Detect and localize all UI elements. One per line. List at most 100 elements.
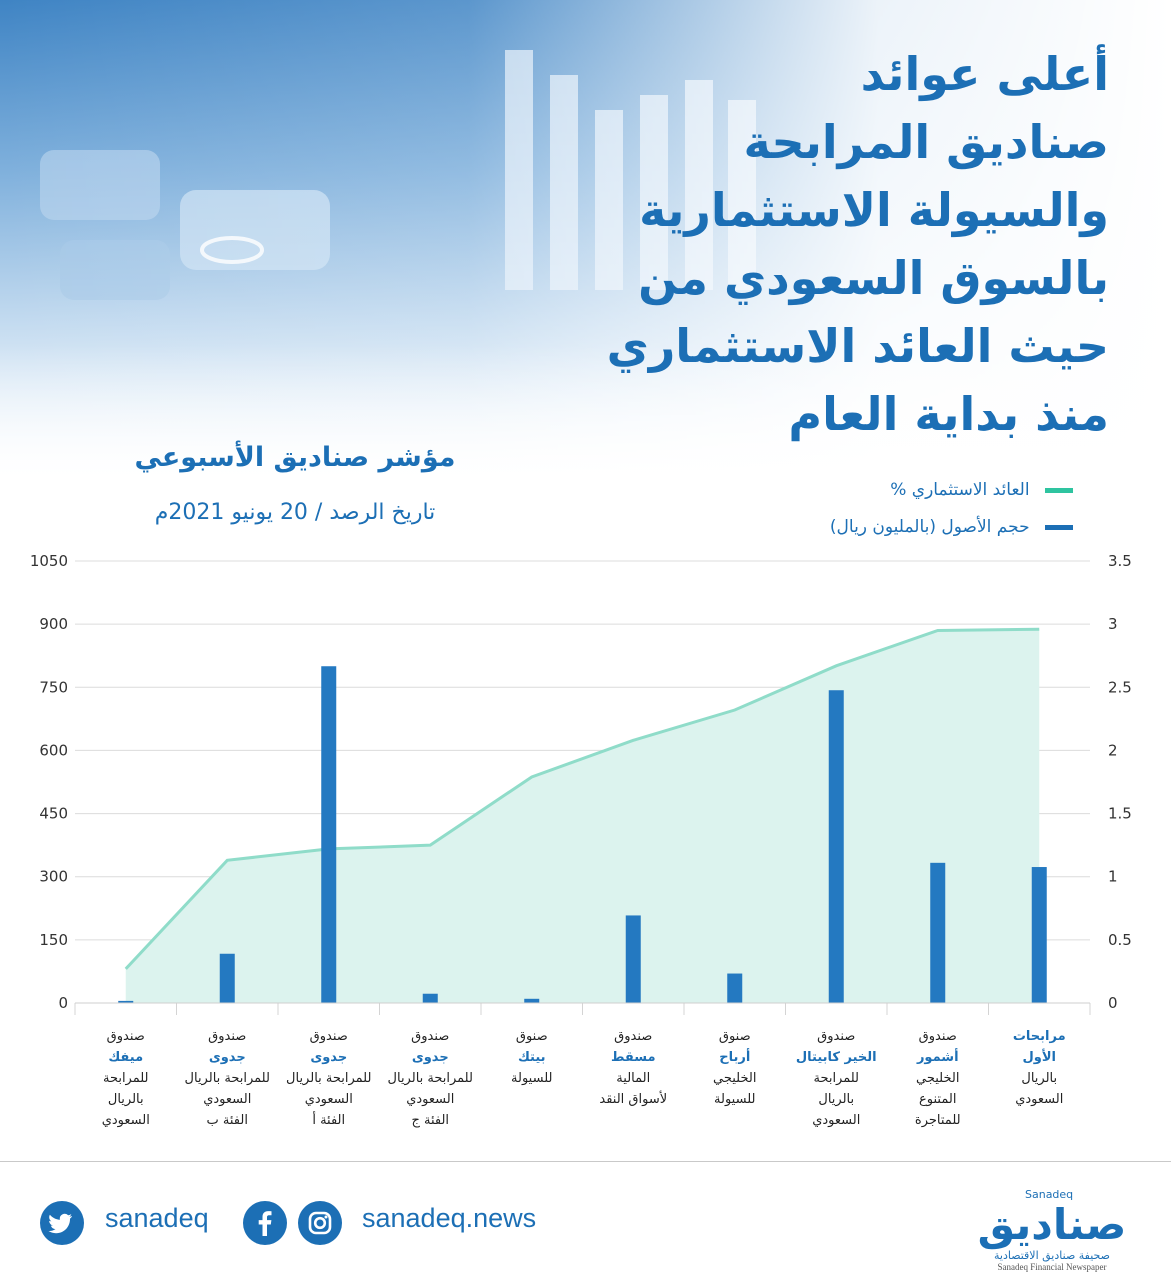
report-date: تاريخ الرصد / 20 يونيو 2021م (154, 500, 436, 525)
logo-en: Sanadeq Financial Newspaper (997, 1262, 1107, 1272)
category-label-line: الخليجي (713, 1071, 756, 1086)
left-tick-label: 150 (39, 931, 68, 949)
twitter-handle[interactable]: sanadeq (105, 1203, 209, 1233)
category-label: صندوق الخير كابيتال للمرابحة بالريال السعودي (796, 1029, 877, 1128)
instagram-icon[interactable] (298, 1201, 342, 1245)
title-line: أعلى عوائد (860, 47, 1109, 101)
category-label-line: المالية (616, 1071, 650, 1086)
category-label-line: صنوق (516, 1029, 548, 1044)
asset-bar (524, 998, 540, 1003)
category-label-line: للمتاجرة (915, 1113, 961, 1128)
category-label-line: الأول (1023, 1048, 1057, 1065)
category-label-line: الفئة ج (411, 1113, 449, 1128)
logo-sub: صحيفة صناديق الاقتصادية (993, 1249, 1110, 1262)
category-label-line: مسقط (611, 1050, 656, 1065)
asset-bar (1031, 867, 1047, 1003)
category-label: صنوق أرباح الخليجي للسيولة (713, 1029, 756, 1107)
title-line: بالسوق السعودي من (638, 251, 1109, 305)
left-tick-label: 300 (39, 868, 68, 886)
category-label-line: بيتك (518, 1050, 546, 1065)
category-label-line: صندوق (208, 1029, 246, 1044)
facebook-icon[interactable] (243, 1201, 287, 1245)
legend-assets: حجم الأصول (بالمليون ريال) (713, 517, 1073, 537)
left-tick-label: 1050 (30, 552, 68, 570)
left-tick-label: 900 (39, 615, 68, 633)
asset-bar (930, 862, 946, 1003)
title-line: صناديق المرابحة (743, 115, 1109, 169)
left-tick-label: 0 (58, 994, 68, 1012)
category-label-line: للسيولة (714, 1092, 755, 1107)
category-label-line: جدوى (412, 1050, 449, 1065)
category-label-line: أشمور (916, 1048, 959, 1065)
asset-bar (321, 666, 337, 1003)
category-label: صندوق ميفك للمرابحة بالريال السعودي (102, 1029, 150, 1128)
category-label-line: بالريال (818, 1092, 854, 1107)
twitter-icon[interactable] (40, 1201, 84, 1245)
right-tick-label: 1 (1108, 868, 1118, 886)
category-label-line: للمرابحة (103, 1071, 149, 1086)
logo-tag: Sanadeq (1025, 1188, 1074, 1201)
right-tick-label: 0.5 (1108, 931, 1132, 949)
category-label-line: صندوق (817, 1029, 855, 1044)
right-tick-label: 3.5 (1108, 552, 1132, 570)
category-label-line: السعودي (1015, 1092, 1063, 1107)
category-label-line: السعودي (203, 1092, 251, 1107)
legend-return: العائد الاستثماري % (713, 480, 1073, 500)
return-line (124, 627, 1040, 970)
category-label-line: صندوق (919, 1029, 957, 1044)
right-tick-label: 1.5 (1108, 805, 1132, 823)
category-label-line: أرباح (719, 1048, 750, 1065)
right-tick-label: 3 (1108, 615, 1118, 633)
category-label: صندوق مسقط المالية لأسواق النقد (599, 1029, 667, 1107)
hero-background (0, 0, 1171, 485)
return-area (125, 629, 1040, 1003)
website-link[interactable]: sanadeq.news (362, 1203, 537, 1233)
category-label-line: السعودي (812, 1113, 860, 1128)
right-tick-label: 0 (1108, 994, 1118, 1012)
title-line: والسيولة الاستثمارية (639, 183, 1109, 237)
category-label-line: للسيولة (511, 1071, 552, 1086)
category-label: صندوق جدوى للمرابحة بالريال السعودي الفئة ب (185, 1029, 270, 1128)
legend-return-label: العائد الاستثماري % (890, 480, 1030, 500)
category-label-line: بالريال (108, 1092, 144, 1107)
sanadeq-logo: Sanadeq صناديق صحيفة صناديق الاقتصادية S… (977, 1188, 1127, 1272)
category-label-line: صندوق (107, 1029, 145, 1044)
category-label-line: السعودي (406, 1092, 454, 1107)
category-label-line: الخير كابيتال (796, 1050, 877, 1065)
right-tick-label: 2.5 (1108, 678, 1132, 696)
category-label-line: للمرابحة بالريال (388, 1071, 473, 1086)
logo-main: صناديق (977, 1200, 1127, 1249)
category-label-line: صندوق (411, 1029, 449, 1044)
legend-assets-label: حجم الأصول (بالمليون ريال) (829, 517, 1030, 537)
category-label-line: للمرابحة بالريال (185, 1071, 270, 1086)
category-label-line: جدوى (310, 1050, 347, 1065)
legend-assets-swatch (1045, 524, 1073, 530)
category-label-line: الفئة أ (312, 1111, 345, 1128)
category-label-line: ميفك (108, 1050, 143, 1065)
asset-bar (219, 953, 235, 1003)
category-label: مرابحات الأول بالريال السعودي (1013, 1029, 1066, 1107)
right-tick-label: 2 (1108, 741, 1118, 759)
funds-chart: 0 150 300 450 600 750 900 1050 0 0.5 1 1.5 2 2.5 3 3.5 ص… (30, 552, 1132, 1128)
asset-bar (118, 1000, 134, 1003)
category-label-line: صنوق (719, 1029, 751, 1044)
category-label-line: السعودي (305, 1092, 353, 1107)
category-label-line: جدوى (209, 1050, 246, 1065)
category-label-line: الفئة ب (207, 1113, 248, 1128)
left-tick-label: 600 (39, 741, 68, 759)
title-line: منذ بداية العام (788, 387, 1109, 441)
category-label-line: مرابحات (1013, 1029, 1066, 1044)
legend-return-swatch (1045, 487, 1073, 493)
category-label-line: للمرابحة بالريال (286, 1071, 371, 1086)
category-label-line: بالريال (1021, 1071, 1057, 1086)
category-label: صندوق جدوى للمرابحة بالريال السعودي الفئة أ (286, 1029, 371, 1128)
category-label-line: للمرابحة (813, 1071, 859, 1086)
asset-bar (625, 915, 641, 1003)
chart-subtitle: مؤشر صناديق الأسبوعي (134, 442, 456, 473)
category-label-line: صندوق (614, 1029, 652, 1044)
category-label: صندوق جدوى للمرابحة بالريال السعودي الفئة ج (388, 1029, 473, 1128)
category-label-line: المتنوع (919, 1092, 956, 1107)
asset-bar (422, 993, 438, 1003)
left-tick-label: 450 (39, 805, 68, 823)
title-line: حيث العائد الاستثماري (606, 319, 1109, 373)
